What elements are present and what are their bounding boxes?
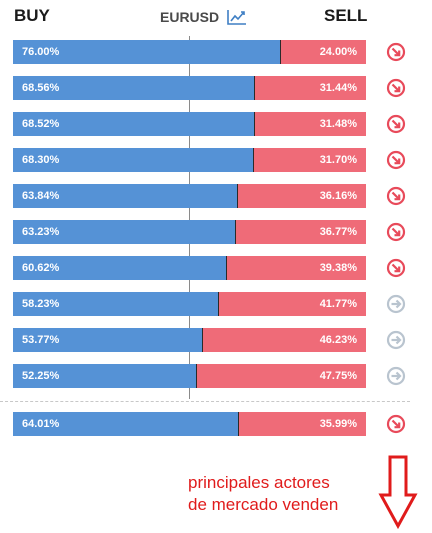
sentiment-row[interactable]: 58.23% 41.77% bbox=[13, 292, 366, 316]
buy-bar-segment: 76.00% bbox=[13, 40, 282, 64]
buy-percentage: 53.77% bbox=[22, 334, 60, 346]
sell-bar-segment: 35.99% bbox=[238, 412, 366, 436]
buy-bar-segment: 53.77% bbox=[13, 328, 203, 352]
sell-bar-segment: 31.48% bbox=[254, 112, 366, 136]
buy-bar-segment: 58.23% bbox=[13, 292, 219, 316]
pair-label: EURUSD bbox=[160, 9, 220, 25]
sell-bar-segment: 31.44% bbox=[255, 76, 366, 100]
buy-header: BUY bbox=[14, 6, 50, 25]
summary-divider bbox=[0, 401, 410, 402]
sentiment-row[interactable]: 60.62% 39.38% bbox=[13, 256, 366, 280]
sell-bar-segment: 36.16% bbox=[238, 184, 366, 208]
sell-percentage: 47.75% bbox=[319, 370, 357, 382]
sentiment-row[interactable]: 52.25% 47.75% bbox=[13, 364, 366, 388]
sell-header: SELL bbox=[324, 6, 368, 25]
sell-percentage: 31.48% bbox=[319, 118, 357, 130]
buy-percentage: 68.30% bbox=[22, 154, 60, 166]
sentiment-bar: 63.23% 36.77% bbox=[13, 220, 366, 244]
sentiment-bar: 53.77% 46.23% bbox=[13, 328, 366, 352]
sentiment-row[interactable]: 68.30% 31.70% bbox=[13, 148, 366, 172]
sell-percentage: 46.23% bbox=[319, 334, 357, 346]
buy-percentage: 68.56% bbox=[22, 82, 60, 94]
sell-signal-icon[interactable] bbox=[386, 150, 406, 170]
center-divider-line bbox=[189, 36, 190, 399]
sentiment-row[interactable]: 63.84% 36.16% bbox=[13, 184, 366, 208]
sell-percentage: 41.77% bbox=[319, 298, 357, 310]
buy-bar-segment: 68.30% bbox=[13, 148, 255, 172]
buy-percentage: 58.23% bbox=[22, 298, 60, 310]
annotation-text: principales actores de mercado venden bbox=[188, 472, 338, 516]
buy-percentage: 60.62% bbox=[22, 262, 60, 274]
sell-percentage: 36.16% bbox=[319, 190, 357, 202]
sentiment-row[interactable]: 68.56% 31.44% bbox=[13, 76, 366, 100]
buy-bar-segment: 64.01% bbox=[13, 412, 239, 436]
buy-percentage: 52.25% bbox=[22, 370, 60, 382]
sell-percentage: 31.44% bbox=[319, 82, 357, 94]
sell-bar-segment: 24.00% bbox=[281, 40, 366, 64]
sell-percentage: 39.38% bbox=[319, 262, 357, 274]
sentiment-bar: 64.01% 35.99% bbox=[13, 412, 366, 436]
sentiment-row[interactable]: 63.23% 36.77% bbox=[13, 220, 366, 244]
buy-bar-segment: 68.56% bbox=[13, 76, 256, 100]
buy-percentage: 63.84% bbox=[22, 190, 60, 202]
neutral-signal-icon[interactable] bbox=[386, 366, 406, 386]
sentiment-bar: 63.84% 36.16% bbox=[13, 184, 366, 208]
neutral-signal-icon[interactable] bbox=[386, 294, 406, 314]
buy-bar-segment: 63.84% bbox=[13, 184, 239, 208]
sell-percentage: 24.00% bbox=[319, 46, 357, 58]
sentiment-bar: 60.62% 39.38% bbox=[13, 256, 366, 280]
sell-signal-icon[interactable] bbox=[386, 78, 406, 98]
sell-percentage: 36.77% bbox=[319, 226, 357, 238]
chart-trend-icon[interactable] bbox=[227, 9, 247, 25]
sentiment-bar: 76.00% 24.00% bbox=[13, 40, 366, 64]
sell-signal-icon[interactable] bbox=[386, 186, 406, 206]
sell-bar-segment: 41.77% bbox=[218, 292, 366, 316]
sell-bar-segment: 31.70% bbox=[254, 148, 366, 172]
sell-bar-segment: 39.38% bbox=[226, 256, 366, 280]
sentiment-bar: 68.52% 31.48% bbox=[13, 112, 366, 136]
summary-row[interactable]: 64.01% 35.99% bbox=[13, 412, 366, 436]
sell-signal-icon[interactable] bbox=[386, 114, 406, 134]
sell-signal-icon[interactable] bbox=[386, 258, 406, 278]
annotation-line-1: principales actores bbox=[188, 473, 330, 492]
buy-percentage: 63.23% bbox=[22, 226, 60, 238]
sentiment-bar: 52.25% 47.75% bbox=[13, 364, 366, 388]
buy-percentage: 76.00% bbox=[22, 46, 60, 58]
sell-signal-icon[interactable] bbox=[386, 42, 406, 62]
sentiment-bar: 68.56% 31.44% bbox=[13, 76, 366, 100]
sentiment-bar: 68.30% 31.70% bbox=[13, 148, 366, 172]
sell-percentage: 35.99% bbox=[319, 418, 357, 430]
sell-bar-segment: 36.77% bbox=[236, 220, 366, 244]
buy-percentage: 64.01% bbox=[22, 418, 60, 430]
sell-signal-icon[interactable] bbox=[386, 414, 406, 434]
buy-bar-segment: 60.62% bbox=[13, 256, 227, 280]
neutral-signal-icon[interactable] bbox=[386, 330, 406, 350]
buy-bar-segment: 52.25% bbox=[13, 364, 198, 388]
buy-percentage: 68.52% bbox=[22, 118, 60, 130]
sell-bar-segment: 46.23% bbox=[202, 328, 366, 352]
down-arrow-icon bbox=[378, 455, 418, 529]
sentiment-bar: 58.23% 41.77% bbox=[13, 292, 366, 316]
annotation-line-2: de mercado venden bbox=[188, 495, 339, 514]
sell-signal-icon[interactable] bbox=[386, 222, 406, 242]
buy-bar-segment: 68.52% bbox=[13, 112, 255, 136]
sell-bar-segment: 47.75% bbox=[197, 364, 366, 388]
buy-bar-segment: 63.23% bbox=[13, 220, 237, 244]
pair-title[interactable]: EURUSD bbox=[160, 9, 247, 25]
sentiment-row[interactable]: 53.77% 46.23% bbox=[13, 328, 366, 352]
sentiment-row[interactable]: 76.00% 24.00% bbox=[13, 40, 366, 64]
sentiment-row[interactable]: 68.52% 31.48% bbox=[13, 112, 366, 136]
sell-percentage: 31.70% bbox=[319, 154, 357, 166]
